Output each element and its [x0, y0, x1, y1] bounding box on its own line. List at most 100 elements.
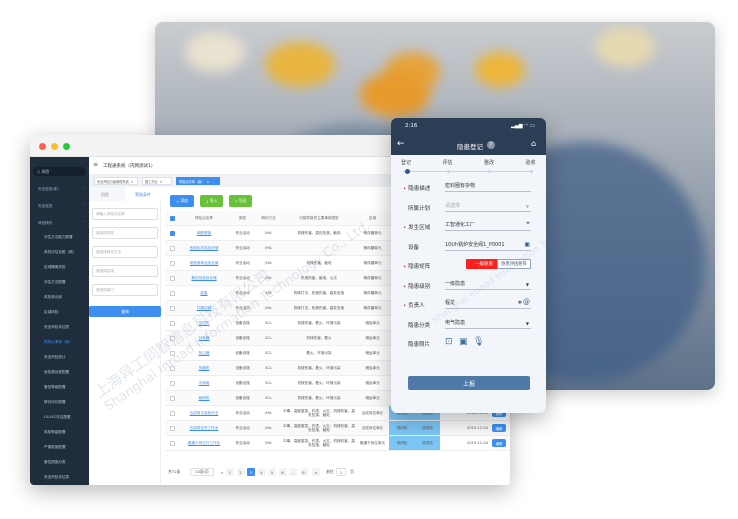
add-button[interactable]: + 添加	[170, 195, 194, 207]
page-button[interactable]: 1	[226, 468, 234, 476]
filter-tab-risk[interactable]: 风险	[101, 192, 109, 197]
page-button[interactable]: ...	[289, 468, 297, 476]
at-icon[interactable]: @	[523, 298, 530, 306]
sidebar-item[interactable]: 风险点清单（新）	[30, 336, 89, 348]
risk-point-link[interactable]: 打磨切割	[196, 305, 212, 310]
filter-input[interactable]: 请选择辨识方法 ˅	[92, 246, 158, 258]
sidebar-item[interactable]: 评估方法配置	[30, 276, 89, 288]
tab-0[interactable]: 安全风险分级管理系统 ×	[94, 177, 138, 185]
sidebar-item[interactable]: 风险等级配置	[30, 426, 89, 438]
filter-tab-conditions[interactable]: 筛选条件	[135, 192, 151, 197]
form-field-6[interactable]: 程龙 ✱ @	[445, 298, 531, 309]
close-window-button[interactable]	[39, 143, 46, 150]
sidebar-search[interactable]: ○ 风险	[33, 167, 86, 176]
risk-point-link[interactable]: 分析器	[198, 335, 210, 340]
row-checkbox[interactable]	[170, 291, 175, 296]
page-size-select[interactable]: 10条/页	[190, 468, 214, 476]
tab-2[interactable]: 风险点清单（新） ×	[176, 177, 220, 185]
dropdown-arrow-icon[interactable]: ▼	[525, 320, 529, 326]
risk-point-link[interactable]: 压缩机	[198, 365, 210, 370]
close-tab-icon[interactable]: ×	[130, 180, 134, 184]
row-checkbox[interactable]	[170, 231, 175, 236]
risk-point-link[interactable]: 空压机	[198, 320, 210, 325]
page-button[interactable]: 5	[268, 468, 276, 476]
row-checkbox[interactable]	[170, 381, 175, 386]
back-arrow-icon[interactable]: ←	[397, 139, 405, 149]
filter-input[interactable]: 请选择区域 ˅	[92, 265, 158, 277]
submit-button[interactable]: 上报	[408, 376, 530, 390]
risk-matrix-button[interactable]: 隐患评估矩阵	[497, 259, 531, 269]
row-checkbox[interactable]	[170, 396, 175, 401]
prev-page-button[interactable]: <	[220, 469, 224, 475]
sidebar-item[interactable]: 管控等级配置	[30, 381, 89, 393]
risk-point-link[interactable]: 合成岗位开工作业	[189, 425, 219, 430]
filter-input[interactable]: 请选择部门 ˅	[92, 284, 158, 296]
filter-input[interactable]: 请输入风险点名称	[92, 208, 158, 220]
video-upload-icon[interactable]: ▣	[459, 337, 468, 347]
sidebar-item[interactable]: 风险单元库	[30, 291, 89, 303]
sidebar-item[interactable]: 安全风险评估表	[30, 471, 89, 483]
sidebar-item[interactable]: 安全风险统计	[30, 351, 89, 363]
page-button[interactable]: 2	[236, 468, 245, 476]
goto-page-input[interactable]: 1	[336, 468, 346, 476]
form-field-5[interactable]: 一级隐患 ▼	[445, 280, 531, 290]
sidebar-item[interactable]: 评估方法能力配置	[30, 231, 89, 243]
form-field-0[interactable]: 密封圈有杂物	[445, 182, 531, 192]
edit-button[interactable]: 编辑	[492, 439, 506, 447]
sidebar-item[interactable]: 区域隔离风险	[30, 261, 89, 273]
location-icon[interactable]: ⌖	[526, 219, 530, 227]
row-checkbox[interactable]	[170, 411, 175, 416]
select-all-checkbox[interactable]	[170, 216, 175, 221]
hamburger-icon[interactable]: ≡	[93, 161, 99, 168]
page-button[interactable]: 6	[278, 468, 287, 476]
sidebar-item[interactable]: 区域风险	[30, 306, 89, 318]
form-field-1[interactable]: 请选择 ▼	[445, 202, 531, 212]
row-checkbox[interactable]	[170, 351, 175, 356]
sidebar-item[interactable]: 风险辨识 ˄	[30, 217, 89, 229]
page-button[interactable]: 8	[299, 468, 308, 476]
home-icon[interactable]: ⌂	[531, 139, 537, 148]
risk-point-link[interactable]: 合成岗位巡检作业	[189, 410, 219, 415]
risk-point-link[interactable]: 钢筋焊接	[196, 230, 212, 235]
form-field-3[interactable]: 10t/h锅炉安全阀1_P0001 ▣	[445, 241, 531, 251]
risk-point-link[interactable]: 易燃液体品及仓储	[189, 260, 219, 265]
edit-button[interactable]: 编辑	[492, 424, 506, 432]
sidebar-item[interactable]: 危险源台账配置	[30, 366, 89, 378]
export-button[interactable]: ↑ 导出	[229, 195, 252, 207]
voice-record-icon[interactable]: 🎙	[473, 337, 485, 347]
query-button[interactable]: 查询	[89, 306, 161, 317]
help-icon[interactable]: ?	[487, 141, 495, 149]
form-field-2[interactable]: 工智通化工厂 ⌖	[445, 219, 531, 231]
sidebar-item[interactable]: 安全巡查(新) ˅	[30, 183, 89, 195]
risk-point-link[interactable]: 氨通干岗位开工作业	[187, 440, 221, 445]
settings-icon[interactable]: ✱	[517, 300, 522, 306]
row-checkbox[interactable]	[170, 426, 175, 431]
row-checkbox[interactable]	[170, 261, 175, 266]
row-checkbox[interactable]	[170, 321, 175, 326]
sidebar-item[interactable]: 安全巡查 ˅	[30, 200, 89, 212]
next-page-button[interactable]: >	[312, 468, 320, 476]
edit-button[interactable]: 编辑	[492, 409, 506, 417]
sidebar-item[interactable]: 安全风险评估表	[30, 321, 89, 333]
close-tab-icon[interactable]: ×	[159, 180, 163, 184]
row-checkbox[interactable]	[170, 336, 175, 341]
scan-icon[interactable]: ▣	[524, 240, 530, 248]
row-checkbox[interactable]	[170, 246, 175, 251]
risk-point-link[interactable]: 起重	[200, 290, 208, 295]
sidebar-item[interactable]: 风险评估台账（新）	[30, 246, 89, 258]
minimize-window-button[interactable]	[51, 143, 58, 150]
close-tab-icon[interactable]: ×	[206, 180, 210, 184]
risk-point-link[interactable]: 危险化学品及仓储	[189, 245, 219, 250]
sidebar-item[interactable]: 管控措施分类	[30, 456, 89, 468]
sidebar-item[interactable]: LS/LEC评估配置	[30, 411, 89, 423]
row-checkbox[interactable]	[170, 366, 175, 371]
risk-point-link[interactable]: 破碎机	[198, 395, 210, 400]
row-checkbox[interactable]	[170, 306, 175, 311]
sidebar-item[interactable]: 严重程度配置	[30, 441, 89, 453]
risk-point-link[interactable]: 冷却塔	[198, 380, 210, 385]
filter-input[interactable]: 请选择类型 ˅	[92, 227, 158, 239]
risk-point-link[interactable]: 除尘器	[198, 350, 210, 355]
page-button[interactable]: 4	[257, 468, 266, 476]
page-button[interactable]: 3	[247, 468, 255, 476]
import-button[interactable]: ↓ 导入	[200, 195, 223, 207]
